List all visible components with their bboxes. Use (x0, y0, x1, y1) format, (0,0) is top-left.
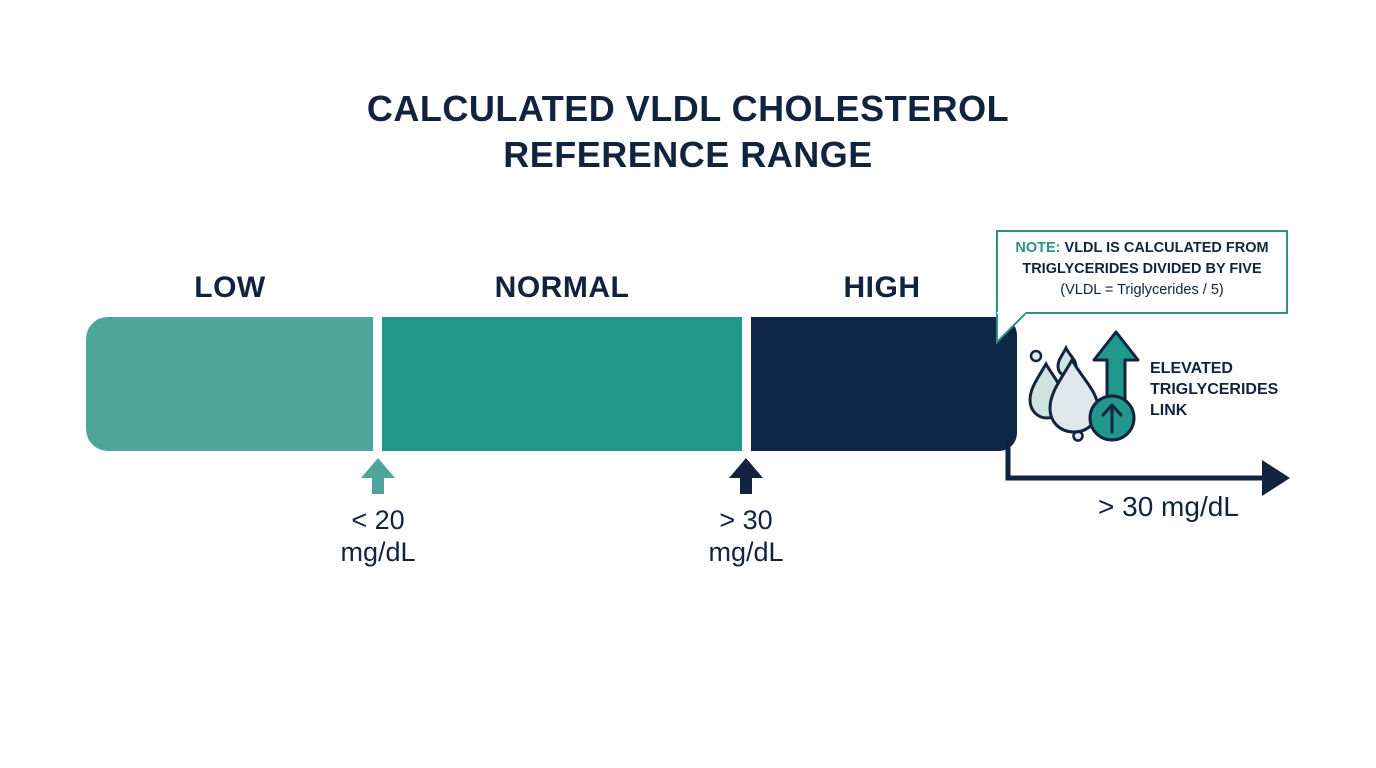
note-label: NOTE: (1015, 240, 1061, 256)
arrow-up-icon (729, 458, 763, 494)
segment-label-high: HIGH (843, 271, 921, 304)
diagram-title: CALCULATED VLDL CHOLESTEROL REFERENCE RA… (0, 86, 1376, 178)
low-threshold-value: < 20 (351, 505, 405, 535)
segment-label-normal: NORMAL (494, 271, 630, 304)
range-bar-high (751, 317, 1017, 451)
high-axis-label: > 30 mg/dL (1098, 491, 1239, 522)
range-bar-low (86, 317, 373, 451)
title-line-1: CALCULATED VLDL CHOLESTEROL (366, 88, 1010, 129)
note-callout: NOTE: VLDL IS CALCULATED FROM TRIGLYCERI… (996, 230, 1288, 314)
high-threshold-unit: mg/dL (708, 537, 784, 567)
link-line-1: ELEVATED (1150, 360, 1233, 377)
link-line-2: TRIGLYCERIDES (1150, 381, 1279, 398)
range-bar-normal (382, 317, 742, 451)
high-threshold-label: > 30 mg/dL (686, 504, 806, 568)
low-threshold-label: < 20 mg/dL (318, 504, 438, 568)
arrow-up-icon (361, 458, 395, 494)
segment-label-low: LOW (194, 271, 266, 304)
high-threshold-arrow (729, 458, 763, 494)
triglyceride-droplets-up-arrow-icon (1028, 330, 1140, 442)
high-threshold-value: > 30 (719, 505, 773, 535)
link-line-3: LINK (1150, 402, 1188, 419)
callout-line-1: NOTE: VLDL IS CALCULATED FROM (998, 238, 1286, 259)
note-formula: (VLDL = Triglycerides / 5) (1060, 282, 1224, 298)
note-text-1: VLDL IS CALCULATED FROM (1064, 240, 1269, 256)
callout-tail (996, 312, 1026, 345)
note-text-2: TRIGLYCERIDES DIVIDED BY FIVE (1022, 261, 1262, 277)
low-threshold-arrow (361, 458, 395, 494)
arrow-right-icon (1005, 440, 1290, 496)
title-line-2: REFERENCE RANGE (503, 134, 873, 175)
elevated-triglycerides-link-label: ELEVATED TRIGLYCERIDES LINK (1150, 358, 1278, 421)
low-threshold-unit: mg/dL (340, 537, 416, 567)
